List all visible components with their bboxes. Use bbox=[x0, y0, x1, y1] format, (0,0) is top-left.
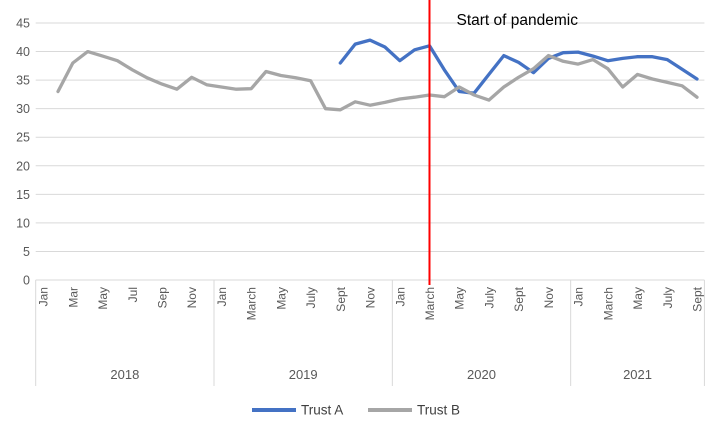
x-axis-month-label: Jan bbox=[37, 287, 51, 306]
y-axis-tick-label: 30 bbox=[16, 102, 30, 116]
x-axis-month-label: Nov bbox=[364, 287, 378, 308]
x-axis-year-label: 2020 bbox=[467, 367, 496, 382]
y-axis-tick-label: 15 bbox=[16, 188, 30, 202]
x-axis-month-label: Jan bbox=[393, 287, 407, 306]
annotation-start-of-pandemic: Start of pandemic bbox=[456, 12, 578, 29]
x-axis-month-label: May bbox=[96, 287, 110, 310]
x-axis-month-label: Sep bbox=[156, 287, 170, 309]
x-axis-month-label: May bbox=[631, 287, 645, 310]
x-axis-month-label: March bbox=[601, 287, 615, 320]
y-axis-tick-label: 10 bbox=[16, 216, 30, 230]
x-axis-month-label: May bbox=[274, 287, 288, 310]
x-axis-month-label: March bbox=[423, 287, 437, 320]
legend-label-trust-b: Trust B bbox=[417, 403, 460, 418]
legend-label-trust-a: Trust A bbox=[301, 403, 343, 418]
x-axis-month-label: Sept bbox=[334, 286, 348, 311]
x-axis-month-label: Jan bbox=[215, 287, 229, 306]
x-axis-month-label: May bbox=[453, 287, 467, 310]
x-axis-month-label: Sept bbox=[690, 286, 704, 311]
y-axis-tick-label: 45 bbox=[16, 17, 30, 31]
x-axis-month-label: Sept bbox=[512, 286, 526, 311]
x-axis-month-label: Nov bbox=[542, 287, 556, 308]
x-axis-year-label: 2018 bbox=[110, 367, 139, 382]
x-axis-month-label: Mar bbox=[66, 287, 80, 308]
x-axis-month-label: July bbox=[304, 287, 318, 308]
x-axis-month-label: Nov bbox=[185, 287, 199, 308]
x-axis-year-label: 2021 bbox=[623, 367, 652, 382]
y-axis-tick-label: 25 bbox=[16, 131, 30, 145]
x-axis-month-label: March bbox=[245, 287, 259, 320]
series-line-trust-b bbox=[56, 49, 699, 112]
y-axis-tick-label: 20 bbox=[16, 159, 30, 173]
x-axis-month-label: July bbox=[661, 287, 675, 308]
y-axis-tick-label: 5 bbox=[23, 245, 30, 259]
y-axis-tick-label: 40 bbox=[16, 45, 30, 59]
x-axis-month-label: Jan bbox=[572, 287, 586, 306]
series-line-trust-a bbox=[338, 38, 699, 95]
x-axis-year-label: 2019 bbox=[289, 367, 318, 382]
x-axis-month-label: Jul bbox=[126, 287, 140, 302]
y-axis-tick-label: 35 bbox=[16, 74, 30, 88]
x-axis-month-label: July bbox=[482, 287, 496, 308]
y-axis-tick-label: 0 bbox=[23, 274, 30, 288]
